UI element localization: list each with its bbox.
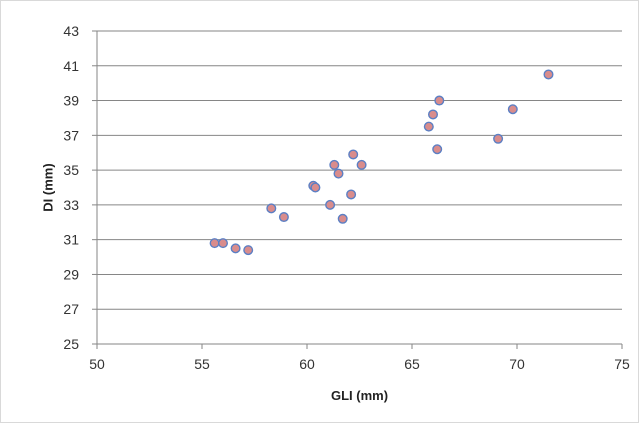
data-point xyxy=(434,95,445,106)
x-tick-label: 55 xyxy=(194,356,210,372)
data-point xyxy=(493,133,504,144)
data-point xyxy=(278,212,289,223)
data-point xyxy=(348,149,359,160)
y-tick-label: 27 xyxy=(63,301,79,317)
x-tick-label: 75 xyxy=(614,356,630,372)
x-tick-label: 70 xyxy=(509,356,525,372)
y-tick-label: 41 xyxy=(63,58,79,74)
y-tick-label: 43 xyxy=(63,23,79,39)
data-point xyxy=(266,203,277,214)
y-tick-label: 29 xyxy=(63,266,79,282)
x-axis-title: GLI (mm) xyxy=(331,388,388,403)
y-tick-label: 39 xyxy=(63,93,79,109)
data-point xyxy=(423,121,434,132)
tick-labels: 25 27 29 31 33 35 37 39 41 43 50 55 60 65 70 75 xyxy=(63,23,630,372)
data-point xyxy=(507,104,518,115)
data-point xyxy=(428,109,439,120)
data-point xyxy=(543,69,554,80)
data-points xyxy=(209,69,554,256)
data-point xyxy=(310,182,321,193)
x-tick-label: 65 xyxy=(404,356,420,372)
y-tick-label: 31 xyxy=(63,232,79,248)
y-tick-label: 35 xyxy=(63,162,79,178)
y-axis-title: DI (mm) xyxy=(41,163,56,211)
y-tick-label: 37 xyxy=(63,127,79,143)
data-point xyxy=(432,144,443,155)
data-point xyxy=(329,159,340,170)
y-tick-label: 33 xyxy=(63,197,79,213)
data-point xyxy=(243,245,254,256)
axes xyxy=(92,30,623,349)
gridlines xyxy=(97,30,622,310)
data-point xyxy=(325,199,336,210)
x-tick-label: 60 xyxy=(299,356,315,372)
data-point xyxy=(337,213,348,224)
x-tick-label: 50 xyxy=(89,356,105,372)
y-tick-label: 25 xyxy=(63,336,79,352)
data-point xyxy=(209,238,220,249)
data-point xyxy=(217,238,228,249)
data-point xyxy=(230,243,241,254)
data-point xyxy=(333,168,344,179)
data-point xyxy=(346,189,357,200)
data-point xyxy=(356,159,367,170)
